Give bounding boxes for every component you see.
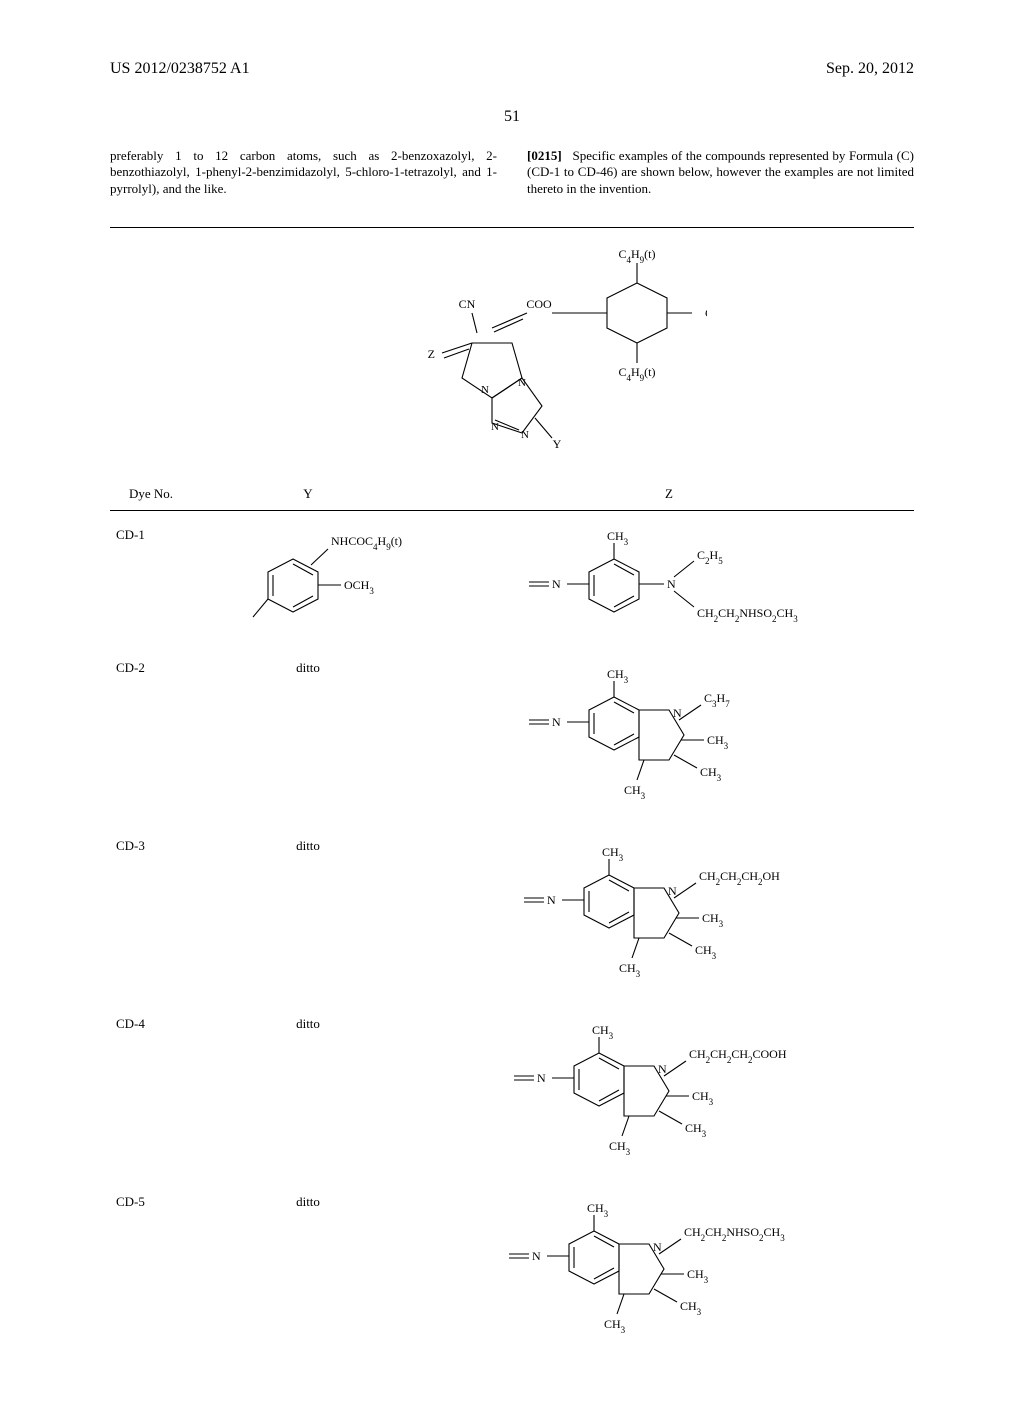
dye-no: CD-3	[110, 832, 192, 1010]
svg-text:CH3: CH3	[702, 911, 724, 929]
z-structure: N CH3 N C2H5 CH2CH2NHSO2CH3	[424, 521, 914, 654]
svg-text:CH3: CH3	[707, 733, 729, 751]
z-structure: N CH3 N CH2CH2CH2OH CH3 CH3 CH3	[424, 832, 914, 1010]
scaffold-structure: C4H9(t) CH3 C4H9(t) COO CN Z Y N N N N	[110, 238, 914, 468]
compound-table: Dye No. Y Z CD-1	[110, 482, 914, 1366]
svg-text:N: N	[481, 384, 489, 396]
z-structure: N CH3 N CH2CH2NHSO2CH3 CH3 CH3 CH3	[424, 1188, 914, 1366]
y-ditto: ditto	[192, 1010, 424, 1188]
y-ditto: ditto	[192, 832, 424, 1010]
svg-text:OCH3: OCH3	[344, 578, 374, 596]
svg-text:CH3: CH3	[619, 961, 641, 979]
publication-number: US 2012/0238752 A1	[110, 60, 250, 78]
svg-text:CH3: CH3	[607, 667, 629, 685]
table-top-rule	[110, 227, 914, 228]
table-row: CD-1	[110, 521, 914, 654]
svg-text:CH2CH2CH2COOH: CH2CH2CH2COOH	[689, 1047, 787, 1065]
table-header-row: Dye No. Y Z	[110, 482, 914, 506]
svg-text:N: N	[667, 577, 676, 591]
dye-no: CD-1	[110, 521, 192, 654]
svg-text:N: N	[552, 715, 561, 729]
svg-text:COO: COO	[526, 297, 552, 311]
svg-text:CH3: CH3	[680, 1299, 702, 1317]
svg-text:C2H5: C2H5	[697, 548, 723, 566]
svg-text:N: N	[552, 577, 561, 591]
svg-text:C4H9(t): C4H9(t)	[618, 247, 655, 265]
svg-text:CH3: CH3	[609, 1139, 631, 1157]
svg-text:N: N	[668, 884, 677, 898]
svg-text:CH2CH2NHSO2CH3: CH2CH2NHSO2CH3	[684, 1225, 785, 1243]
svg-text:Z: Z	[428, 347, 435, 361]
svg-text:CH3: CH3	[705, 306, 707, 324]
dye-no: CD-5	[110, 1188, 192, 1366]
svg-text:N: N	[547, 893, 556, 907]
z-structure: N CH3 N CH2CH2CH2COOH CH3 CH3 CH3	[424, 1010, 914, 1188]
page-number: 51	[110, 108, 914, 126]
table-row: CD-2 ditto	[110, 654, 914, 832]
left-column: preferably 1 to 12 carbon atoms, such as…	[110, 148, 497, 197]
svg-text:C3H7: C3H7	[704, 691, 730, 709]
dye-no: CD-2	[110, 654, 192, 832]
svg-text:CH3: CH3	[587, 1201, 609, 1219]
svg-text:CH3: CH3	[692, 1089, 714, 1107]
svg-text:CH3: CH3	[695, 943, 717, 961]
y-ditto: ditto	[192, 1188, 424, 1366]
dye-no: CD-4	[110, 1010, 192, 1188]
svg-text:CH3: CH3	[700, 765, 722, 783]
right-column: [0215] Specific examples of the compound…	[527, 148, 914, 197]
col-header-dye: Dye No.	[110, 482, 192, 506]
svg-text:N: N	[491, 421, 499, 433]
svg-text:N: N	[653, 1240, 662, 1254]
svg-text:CH3: CH3	[607, 529, 629, 547]
table-row: CD-4 ditto	[110, 1010, 914, 1188]
svg-text:CH2CH2CH2OH: CH2CH2CH2OH	[699, 869, 780, 887]
svg-text:CH3: CH3	[624, 783, 646, 801]
svg-text:NHCOC4H9(t): NHCOC4H9(t)	[331, 534, 402, 552]
col-header-y: Y	[192, 482, 424, 506]
y-ditto: ditto	[192, 654, 424, 832]
table-header-rule	[110, 510, 914, 511]
table-row: CD-3 ditto	[110, 832, 914, 1010]
svg-text:CH3: CH3	[604, 1317, 626, 1335]
table-row: CD-5 ditto	[110, 1188, 914, 1366]
svg-text:C4H9(t): C4H9(t)	[618, 365, 655, 383]
svg-text:CH3: CH3	[687, 1267, 709, 1285]
paragraph-number: [0215]	[527, 148, 562, 163]
svg-text:N: N	[658, 1062, 667, 1076]
z-structure: N CH3 N C3H7 CH3 CH3 CH3	[424, 654, 914, 832]
svg-text:CH2CH2NHSO2CH3: CH2CH2NHSO2CH3	[697, 606, 798, 624]
left-paragraph: preferably 1 to 12 carbon atoms, such as…	[110, 148, 497, 196]
svg-text:N: N	[518, 377, 526, 389]
svg-text:N: N	[673, 706, 682, 720]
svg-text:CN: CN	[459, 297, 476, 311]
svg-text:Y: Y	[553, 437, 562, 451]
body-columns: preferably 1 to 12 carbon atoms, such as…	[110, 148, 914, 197]
page-header: US 2012/0238752 A1 Sep. 20, 2012	[110, 60, 914, 78]
svg-text:CH3: CH3	[685, 1121, 707, 1139]
scaffold-svg: C4H9(t) CH3 C4H9(t) COO CN Z Y N N N N	[317, 238, 707, 468]
y-structure: NHCOC4H9(t) OCH3	[192, 521, 424, 654]
svg-text:N: N	[532, 1249, 541, 1263]
svg-text:N: N	[521, 429, 529, 441]
svg-text:N: N	[537, 1071, 546, 1085]
col-header-z: Z	[424, 482, 914, 506]
patent-page: US 2012/0238752 A1 Sep. 20, 2012 51 pref…	[0, 0, 1024, 1406]
svg-text:CH3: CH3	[602, 845, 624, 863]
right-paragraph: Specific examples of the compounds repre…	[527, 148, 914, 196]
publication-date: Sep. 20, 2012	[826, 60, 914, 78]
svg-text:CH3: CH3	[592, 1023, 614, 1041]
